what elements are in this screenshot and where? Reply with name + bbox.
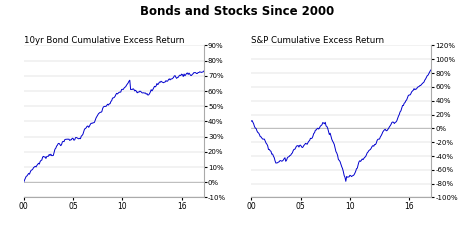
Text: Bonds and Stocks Since 2000: Bonds and Stocks Since 2000: [140, 5, 334, 17]
Text: S&P Cumulative Excess Return: S&P Cumulative Excess Return: [251, 36, 384, 45]
Text: 10yr Bond Cumulative Excess Return: 10yr Bond Cumulative Excess Return: [24, 36, 184, 45]
